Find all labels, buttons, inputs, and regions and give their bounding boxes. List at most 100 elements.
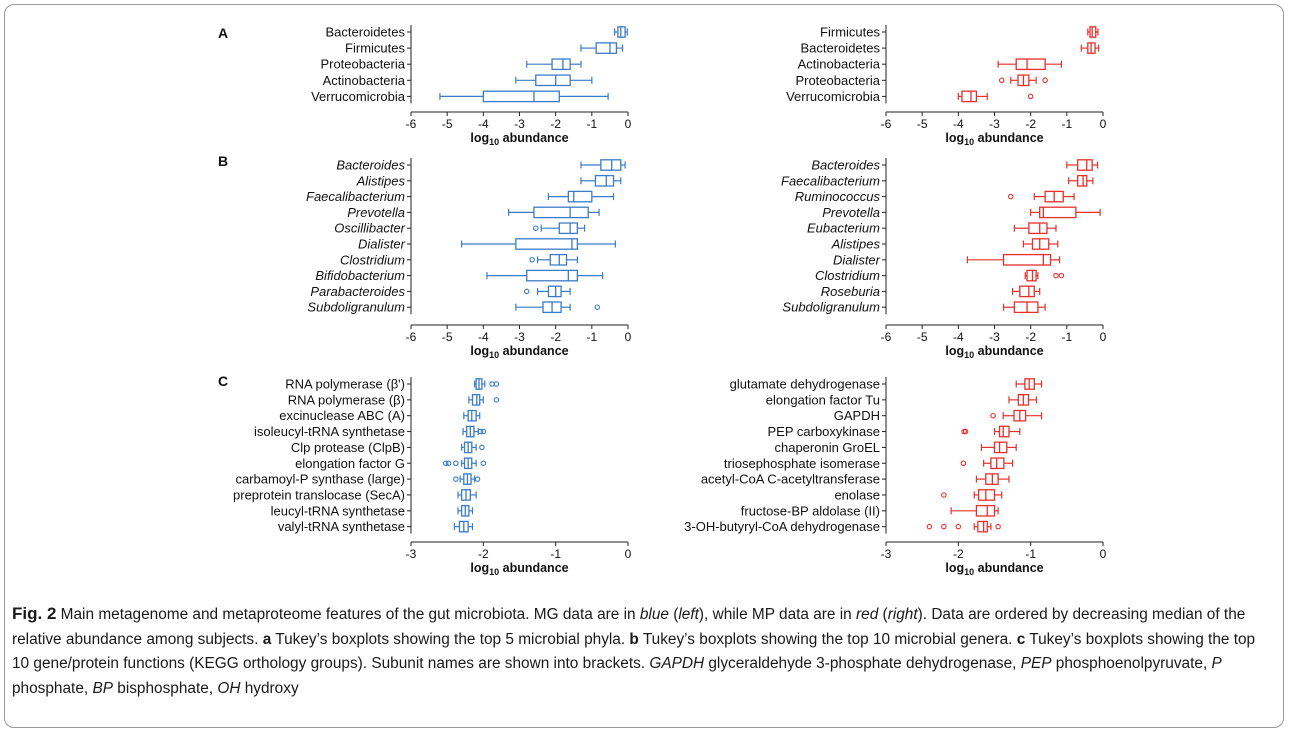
outlier-point	[941, 492, 947, 498]
outlier-point	[1058, 272, 1065, 279]
x-tick-label: -3	[881, 547, 892, 561]
category-label: fructose-BP aldolase (II)	[741, 503, 880, 518]
category-label: Dialister	[833, 252, 881, 267]
box	[617, 26, 626, 38]
box	[1026, 269, 1037, 282]
x-tick-label: -1	[1061, 117, 1072, 131]
category-label: Eubacterium	[807, 221, 880, 236]
outlier-point	[493, 397, 500, 403]
caption-fig-label: Fig. 2	[12, 604, 57, 623]
x-tick-label: 0	[625, 547, 632, 561]
caption-panel-a: a	[262, 630, 272, 648]
outlier-point	[1053, 272, 1059, 279]
category-label: acetyl-CoA C-acetyltransferase	[701, 472, 880, 487]
caption-text: (	[668, 606, 679, 623]
category-label: Verrucomicrobia	[311, 89, 406, 104]
x-axis-title: log10 abundance	[945, 131, 1043, 147]
x-tick-label: 0	[625, 117, 632, 131]
outlier-point	[523, 288, 530, 295]
caption-text: (	[878, 606, 888, 623]
x-tick-label: -5	[442, 330, 453, 344]
category-label: Clostridium	[815, 268, 880, 283]
x-tick-label: -1	[1025, 547, 1036, 561]
x-axis-title: log10 abundance	[470, 344, 568, 360]
outlier-point	[442, 460, 449, 466]
outlier-point	[453, 460, 459, 466]
box	[993, 441, 1008, 454]
box	[1019, 285, 1035, 298]
category-label: isoleucyl-tRNA synthetase	[254, 424, 405, 439]
outlier-point	[962, 428, 969, 435]
x-axis-title: log10 abundance	[945, 561, 1043, 577]
category-label: Faecalibacterium	[781, 173, 880, 188]
category-label: Alistipes	[356, 173, 406, 188]
boxplot-functions-mg: RNA polymerase (β')RNA polymerase (β)exc…	[233, 377, 632, 578]
caption-panel-c: c	[1016, 630, 1026, 648]
x-tick-label: -5	[917, 330, 928, 344]
category-label: Bifidobacterium	[315, 268, 405, 283]
outlier-point	[480, 460, 487, 466]
outlier-point	[474, 476, 481, 482]
category-label: Actinobacteria	[798, 57, 881, 72]
box	[471, 393, 481, 406]
x-tick-label: -2	[1025, 117, 1036, 131]
x-axis-title: log10 abundance	[470, 561, 568, 577]
box	[482, 90, 560, 103]
category-label: Firmicutes	[820, 25, 880, 40]
category-label: Oscillibacter	[334, 221, 405, 236]
x-tick-label: -1	[586, 117, 597, 131]
outlier-point	[489, 381, 495, 387]
box	[1089, 26, 1097, 38]
caption-blue: blue	[639, 606, 669, 623]
category-label: RNA polymerase (β')	[285, 377, 405, 392]
outlier-point	[493, 381, 500, 387]
caption-text: Tukey’s boxplots showing the top 10 micr…	[638, 630, 1017, 648]
boxplot-phyla-mp: FirmicutesBacteroidetesActinobacteriaPro…	[786, 25, 1107, 148]
boxplot-phyla-mg: BacteroidetesFirmicutesProteobacteriaAct…	[311, 25, 632, 148]
category-label: Dialister	[358, 237, 406, 252]
x-tick-label: -1	[550, 547, 561, 561]
outlier-point	[1008, 193, 1014, 200]
outlier-point	[453, 476, 459, 482]
category-label: Roseburia	[821, 284, 880, 299]
outlier-point	[594, 304, 601, 310]
x-tick-label: -3	[514, 117, 525, 131]
box	[535, 74, 571, 87]
x-tick-label: -3	[989, 330, 1000, 344]
category-label: enolase	[834, 487, 880, 502]
panel-label-b: B	[218, 153, 228, 169]
box	[1031, 238, 1050, 250]
x-tick-label: -4	[953, 117, 964, 131]
outlier-point	[926, 523, 933, 530]
caption-abbr: P	[1211, 655, 1222, 673]
category-label: triosephosphate isomerase	[724, 456, 880, 471]
category-label: Bacteroides	[811, 158, 880, 173]
caption-text: phosphate,	[12, 679, 93, 697]
category-label: Subdoligranulum	[307, 300, 405, 315]
category-label: Clostridium	[340, 252, 405, 267]
caption-red: red	[856, 606, 879, 623]
x-axis-title: log10 abundance	[945, 344, 1043, 360]
box	[558, 222, 579, 235]
box	[1039, 206, 1077, 219]
caption-abbr: GAPDH	[649, 655, 705, 673]
box	[567, 190, 593, 203]
caption-right: right	[887, 606, 918, 623]
x-tick-label: -3	[406, 547, 417, 561]
category-label: Ruminococcus	[795, 189, 881, 204]
box	[1077, 159, 1093, 171]
x-tick-label: -1	[1061, 330, 1072, 344]
category-label: preprotein translocase (SecA)	[233, 487, 405, 502]
box	[998, 425, 1010, 438]
category-label: Verrucomicrobia	[786, 89, 881, 104]
category-label: Faecalibacterium	[306, 189, 405, 204]
category-label: Alistipes	[831, 237, 881, 252]
box	[1077, 174, 1088, 187]
caption-abbr: PEP	[1020, 655, 1052, 673]
category-label: GAPDH	[834, 408, 880, 423]
x-tick-label: -2	[478, 547, 489, 561]
box	[526, 269, 579, 282]
box	[515, 238, 579, 250]
x-axis-title: log10 abundance	[470, 131, 568, 147]
x-tick-label: -2	[550, 330, 561, 344]
